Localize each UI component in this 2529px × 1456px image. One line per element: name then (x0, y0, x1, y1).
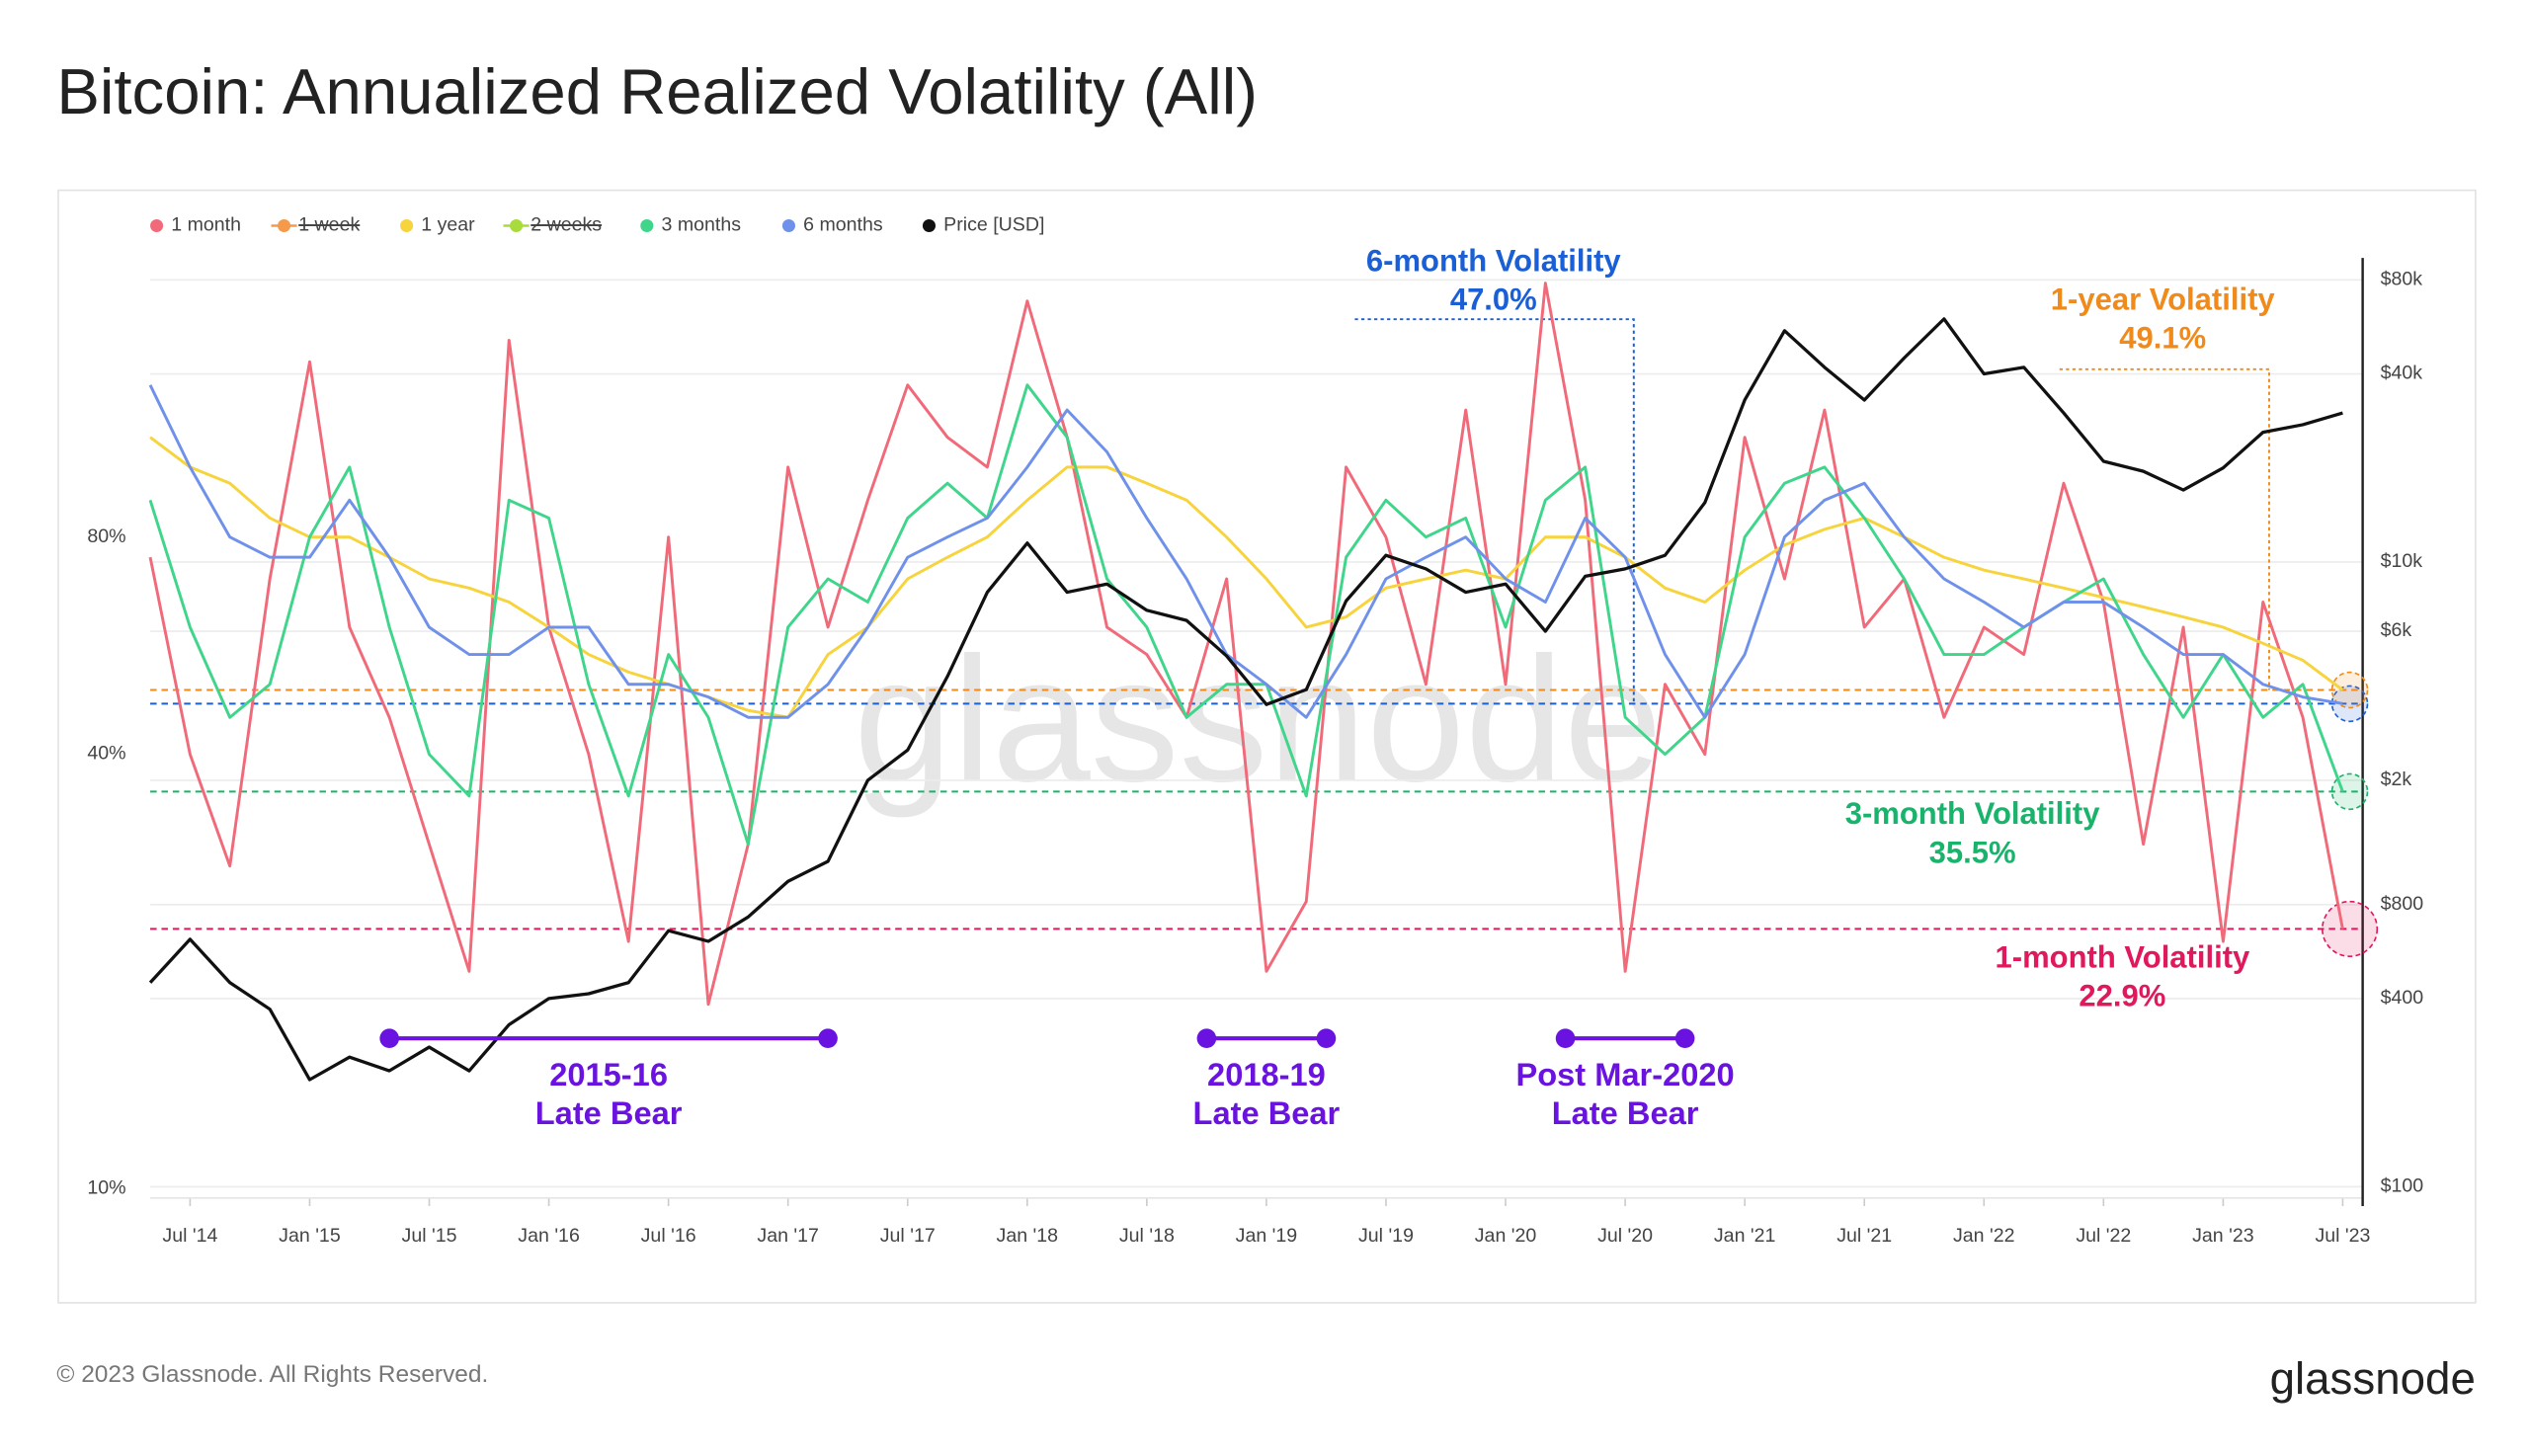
period-end (818, 1028, 838, 1049)
x-tick-label: Jul '19 (1358, 1225, 1414, 1247)
legend-label: 1 month (171, 214, 241, 236)
y2-tick-label: $10k (2381, 550, 2423, 572)
legend-label: 2 weeks (530, 214, 602, 236)
y2-tick-label: $100 (2381, 1175, 2424, 1197)
y2-tick-label: $40k (2381, 363, 2423, 384)
x-tick-label: Jul '14 (162, 1225, 217, 1247)
end-marker (2330, 685, 2369, 723)
series-line (148, 384, 2343, 719)
x-tick-label: Jan '22 (1953, 1225, 2015, 1247)
x-tick-label: Jul '15 (402, 1225, 457, 1247)
x-tick-label: Jan '19 (1236, 1225, 1298, 1247)
annotation-bracket (2059, 367, 2270, 690)
y2-tick-label: $6k (2381, 619, 2412, 641)
legend-marker (922, 218, 937, 233)
x-tick-label: Jul '20 (1597, 1225, 1653, 1247)
period-start (1555, 1028, 1576, 1049)
period-label: 2018-19 (1207, 1056, 1326, 1092)
legend-marker (400, 218, 414, 233)
period-start (1196, 1028, 1217, 1049)
series-line (148, 383, 2344, 847)
period-label: Late Bear (535, 1094, 683, 1131)
x-tick-label: Jan '23 (2192, 1225, 2254, 1247)
x-tick-label: Jul '21 (1836, 1225, 1892, 1247)
annotation-label: 1-year Volatility (2051, 282, 2276, 316)
x-tick-label: Jul '22 (2076, 1225, 2131, 1247)
series-line (148, 317, 2343, 1082)
x-tick-label: Jan '16 (518, 1225, 580, 1247)
annotation-value: 49.1% (2119, 321, 2206, 356)
end-marker (2330, 671, 2369, 709)
y-tick-label: 10% (87, 1176, 125, 1198)
end-marker (2321, 900, 2379, 957)
annotation-label: 3-month Volatility (1845, 796, 2101, 831)
period-label: Late Bear (1193, 1094, 1341, 1131)
y-tick-label: 80% (87, 526, 125, 547)
series-line (149, 436, 2344, 719)
x-tick-label: Jan '21 (1714, 1225, 1776, 1247)
legend-label: 3 months (662, 214, 742, 236)
x-tick-label: Jul '23 (2315, 1225, 2370, 1247)
period-start (379, 1028, 399, 1049)
series-line (148, 282, 2344, 1007)
legend-label: 6 months (803, 214, 883, 236)
x-tick-label: Jul '17 (880, 1225, 936, 1247)
period-end (1316, 1028, 1337, 1049)
x-tick-label: Jul '16 (641, 1225, 696, 1247)
chart-title: Bitcoin: Annualized Realized Volatility … (56, 55, 1258, 127)
x-tick-label: Jan '18 (997, 1225, 1059, 1247)
period-label: Post Mar-2020 (1515, 1056, 1734, 1092)
x-tick-label: Jan '20 (1475, 1225, 1537, 1247)
annotation-bracket (1354, 318, 1635, 704)
y2-tick-label: $800 (2381, 893, 2424, 915)
logo: glassnode (2270, 1353, 2476, 1404)
chart-frame (57, 189, 2477, 1304)
annotation-value: 22.9% (2079, 979, 2165, 1013)
legend-label: Price [USD] (943, 214, 1044, 236)
y2-tick-label: $80k (2381, 268, 2423, 289)
legend-label: 1 year (421, 214, 475, 236)
footer: © 2023 Glassnode. All Rights Reserved. (56, 1361, 488, 1388)
period-label: Late Bear (1552, 1094, 1699, 1131)
annotation-value: 35.5% (1929, 835, 2016, 869)
period-end (1674, 1028, 1695, 1049)
annotation-value: 47.0% (1450, 282, 1537, 316)
legend-marker (640, 218, 654, 233)
watermark: glassnode (854, 620, 1663, 819)
period-label: 2015-16 (549, 1056, 668, 1092)
y2-tick-label: $400 (2381, 987, 2424, 1009)
y2-tick-label: $2k (2381, 768, 2412, 790)
x-tick-label: Jul '18 (1119, 1225, 1175, 1247)
annotation-label: 6-month Volatility (1366, 243, 1622, 278)
legend-marker (781, 218, 795, 233)
legend-marker (150, 218, 164, 233)
y-tick-label: 40% (87, 743, 125, 765)
x-tick-label: Jan '17 (757, 1225, 819, 1247)
annotation-label: 1-month Volatility (1996, 939, 2251, 974)
x-tick-label: Jan '15 (279, 1225, 341, 1247)
legend-label: 1 week (298, 214, 360, 236)
